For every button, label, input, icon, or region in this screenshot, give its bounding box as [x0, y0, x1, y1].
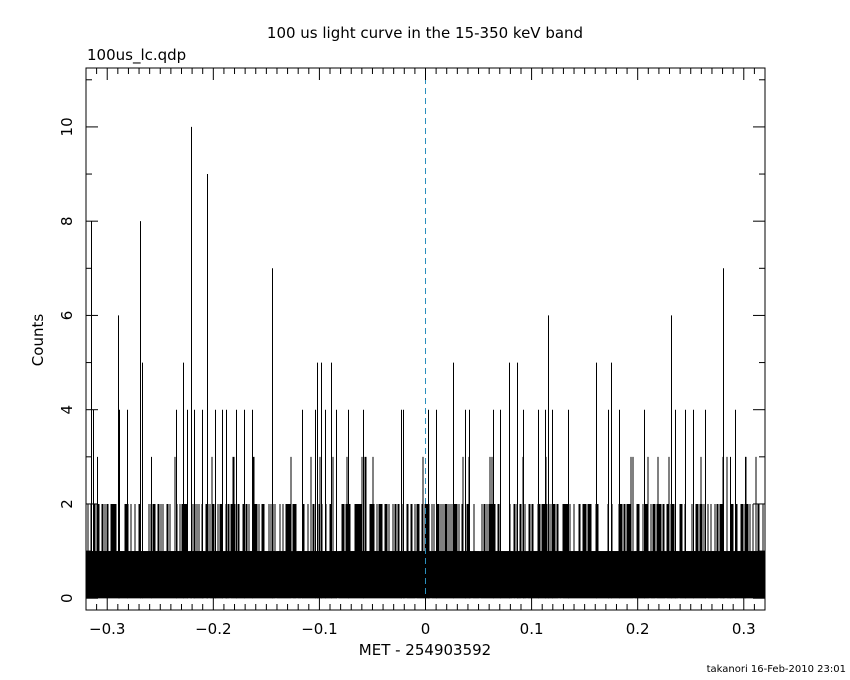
x-tick-label: 0.2 — [626, 620, 650, 638]
y-tick-label: 8 — [58, 216, 76, 226]
y-tick-label: 10 — [58, 117, 76, 136]
x-tick-labels: −0.3 −0.2 −0.1 0 0.1 0.2 0.3 — [89, 620, 756, 638]
y-tick-label: 6 — [58, 311, 76, 321]
plot-footer: takanori 16-Feb-2010 23:01 — [707, 664, 846, 675]
x-axis-ticks — [85, 68, 766, 610]
y-axis-label: Counts — [29, 314, 47, 367]
x-axis-label: MET - 254903592 — [359, 641, 491, 659]
y-tick-label: 2 — [58, 499, 76, 509]
y-tick-labels: 0 2 4 6 8 10 — [58, 117, 76, 603]
x-tick-label: −0.2 — [195, 620, 231, 638]
chart-subtitle: 100us_lc.qdp — [87, 46, 186, 65]
x-tick-label: −0.3 — [89, 620, 125, 638]
x-tick-label: −0.1 — [301, 620, 337, 638]
y-axis-ticks — [86, 79, 765, 599]
y-tick-label: 0 — [58, 593, 76, 603]
x-tick-label: 0.3 — [732, 620, 756, 638]
x-tick-label: 0.1 — [520, 620, 544, 638]
light-curve-spikes — [91, 126, 746, 599]
x-tick-label: 0 — [421, 620, 431, 638]
chart-title: 100 us light curve in the 15-350 keV ban… — [267, 24, 583, 42]
y-tick-label: 4 — [58, 405, 76, 415]
